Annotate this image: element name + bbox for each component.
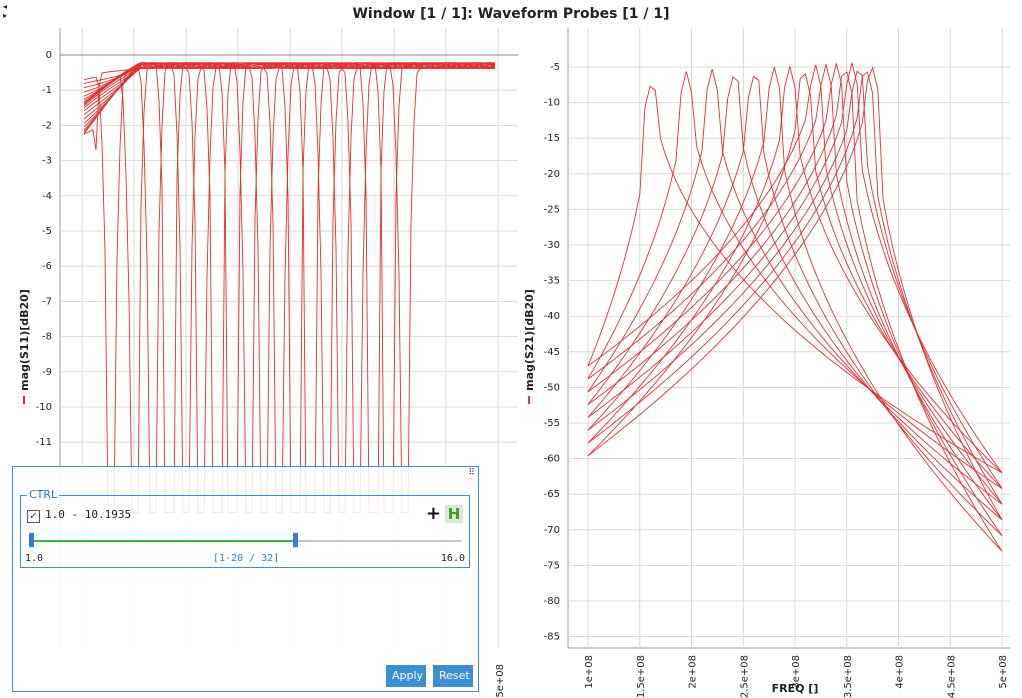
- s11-y-tick-label: -2: [42, 120, 52, 131]
- s21-y-tick-label: -15: [544, 133, 560, 144]
- window-arrows-icon[interactable]: ◂ ▸: [3, 2, 8, 20]
- s21-y-tick-label: -55: [544, 418, 560, 429]
- s21-x-tick-label: 3e+08: [791, 655, 802, 689]
- s21-series-line: [587, 71, 1003, 552]
- s11-series-line: [83, 62, 496, 514]
- s21-series-line: [587, 85, 1003, 474]
- s21-x-tick-label: 2.5e+08: [739, 655, 750, 698]
- s11-y-tick-label: -10: [36, 402, 52, 413]
- s21-series-line: [587, 73, 1003, 489]
- ctrl-group: CTRL ✓ 1.0 - 10.1935 + H 1.0 [1-20 / 32]…: [20, 488, 470, 568]
- s21-series-line: [587, 64, 1003, 521]
- s21-series-line: [587, 66, 1003, 552]
- s21-series-line: [587, 66, 1003, 474]
- s21-x-axis-label: FREQ []: [772, 682, 819, 695]
- s11-x-tick-label: 5e+08: [495, 664, 506, 698]
- s21-x-tick-label: 5e+08: [998, 655, 1009, 689]
- apply-button[interactable]: Apply: [386, 665, 426, 687]
- s21-x-tick-label: 1.5e+08: [636, 655, 647, 698]
- s21-y-tick-label: -60: [544, 454, 560, 465]
- s21-series-line: [587, 71, 1003, 489]
- s21-series-line: [587, 68, 1003, 505]
- s21-y-tick-label: -5: [550, 62, 560, 73]
- slider-max-handle[interactable]: [292, 533, 298, 547]
- s21-series-line: [587, 64, 1003, 505]
- range-label: 1.0 - 10.1935: [45, 508, 132, 521]
- ctrl-group-title: CTRL: [27, 488, 60, 501]
- slider-max-label: 16.0: [440, 553, 465, 564]
- window-title: Window [1 / 1]: Waveform Probes [1 / 1]: [352, 6, 670, 22]
- s21-y-tick-label: -80: [544, 596, 560, 607]
- s11-y-axis-label: mag(S11)[dB20]: [18, 289, 31, 391]
- s11-y-tick-label: -11: [36, 437, 52, 448]
- plus-icon[interactable]: +: [425, 503, 441, 524]
- s11-y-tick-label: -4: [42, 191, 52, 202]
- s21-x-tick-label: 1e+08: [584, 655, 595, 689]
- s11-y-tick-label: -5: [42, 226, 52, 237]
- s21-series-line: [587, 71, 1003, 505]
- s11-y-tick-label: -3: [42, 156, 52, 167]
- s21-y-tick-label: -65: [544, 489, 560, 500]
- s21-x-tick-label: 4e+08: [895, 655, 906, 689]
- range-checkbox[interactable]: ✓: [27, 510, 40, 523]
- slider-min-handle[interactable]: [29, 533, 34, 547]
- s11-y-tick-label: -6: [42, 261, 52, 272]
- s21-y-tick-label: -50: [544, 382, 560, 393]
- s21-series-line: [587, 62, 1003, 474]
- s11-y-tick-label: -7: [42, 296, 52, 307]
- s21-y-tick-label: -70: [544, 525, 560, 536]
- s21-series-line: [587, 70, 1003, 489]
- s11-y-tick-label: 0: [46, 50, 52, 61]
- s21-x-tick-label: 3.5e+08: [843, 655, 854, 698]
- s21-y-tick-label: -30: [544, 240, 560, 251]
- s21-series-line: [587, 66, 1003, 521]
- drag-grip-icon[interactable]: ⠿: [468, 468, 475, 478]
- s11-series-line: [83, 62, 496, 514]
- s21-y-tick-label: -45: [544, 347, 560, 358]
- s21-y-axis-label: mag(S21)[dB20]: [523, 289, 536, 391]
- s21-y-tick-label: -10: [544, 98, 560, 109]
- s21-x-tick-label: 4.5e+08: [946, 655, 957, 698]
- control-panel: ⠿ CTRL ✓ 1.0 - 10.1935 + H 1.0 [1-20 / 3…: [12, 466, 479, 692]
- s21-series-line: [587, 63, 1003, 536]
- reset-button[interactable]: Reset: [433, 665, 473, 687]
- s21-y-tick-label: -85: [544, 632, 560, 643]
- s11-series-line: [83, 62, 496, 514]
- s21-y-tick-label: -40: [544, 311, 560, 322]
- s21-y-tick-label: -35: [544, 276, 560, 287]
- h-icon[interactable]: H: [445, 505, 463, 523]
- s11-y-tick-label: -8: [42, 332, 52, 343]
- slider-min-label: 1.0: [25, 553, 44, 564]
- s11-y-tick-label: -9: [42, 367, 52, 378]
- s21-y-tick-label: -20: [544, 169, 560, 180]
- s21-series-line: [587, 76, 1003, 521]
- s21-y-tick-label: -25: [544, 204, 560, 215]
- slider-selection-label: [1-20 / 32]: [213, 553, 280, 564]
- s21-y-tick-label: -75: [544, 560, 560, 571]
- s11-y-tick-label: -1: [42, 85, 52, 96]
- slider-range-fill: [31, 540, 295, 542]
- s21-x-tick-label: 2e+08: [688, 655, 699, 689]
